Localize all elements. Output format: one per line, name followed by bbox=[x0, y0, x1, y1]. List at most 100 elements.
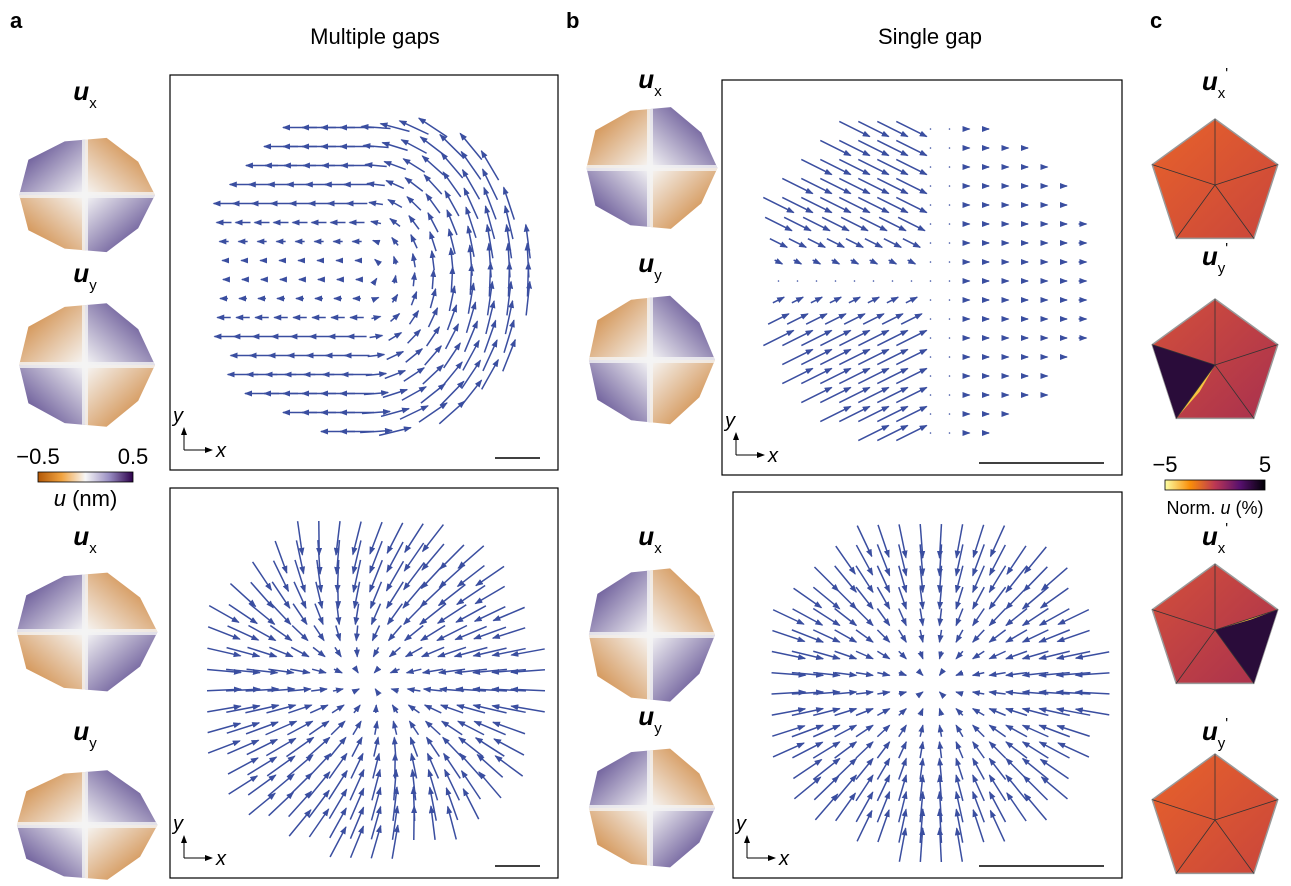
displacement-vector bbox=[390, 647, 401, 656]
displacement-vector bbox=[813, 260, 821, 264]
displacement-map bbox=[583, 104, 718, 232]
displacement-vector bbox=[825, 314, 846, 324]
displacement-vector bbox=[409, 705, 420, 713]
displacement-vector bbox=[390, 219, 400, 227]
map-label-prime: ' bbox=[1225, 240, 1228, 257]
displacement-vector bbox=[356, 669, 358, 673]
map-label-symbol: u bbox=[73, 521, 89, 551]
displacement-vector bbox=[877, 330, 907, 345]
displacement-vector bbox=[835, 609, 857, 626]
displacement-vector bbox=[291, 647, 309, 656]
vector-dot bbox=[949, 318, 951, 320]
displacement-vector bbox=[331, 721, 345, 735]
displacement-vector bbox=[350, 788, 363, 819]
displacement-vector bbox=[973, 709, 985, 716]
displacement-vector bbox=[404, 604, 424, 625]
displacement-vector bbox=[338, 582, 339, 608]
displacement-vector bbox=[411, 235, 417, 249]
displacement-vector bbox=[419, 403, 447, 422]
displacement-vector bbox=[410, 721, 419, 735]
map-cross bbox=[585, 357, 715, 363]
displacement-vector bbox=[482, 360, 499, 390]
displacement-vector bbox=[372, 316, 381, 318]
map-quadrant bbox=[585, 360, 650, 428]
displacement-vector bbox=[973, 525, 983, 557]
displacement-vector bbox=[920, 673, 923, 676]
panel-label: a bbox=[10, 8, 23, 33]
vector-dot bbox=[930, 147, 932, 149]
displacement-vector bbox=[820, 349, 850, 364]
displacement-vector bbox=[773, 297, 784, 303]
map-label: uy bbox=[73, 258, 97, 294]
displacement-vector bbox=[782, 330, 812, 345]
displacement-vector bbox=[1042, 777, 1068, 799]
displacement-vector bbox=[310, 705, 328, 713]
map-quadrant bbox=[15, 300, 85, 365]
displacement-vector bbox=[877, 406, 907, 421]
displacement-vector bbox=[811, 297, 822, 303]
displacement-vector bbox=[956, 725, 963, 737]
displacement-vector bbox=[877, 140, 907, 155]
displacement-vector bbox=[801, 178, 831, 193]
displacement-vector bbox=[392, 295, 397, 303]
displacement-vector bbox=[896, 330, 926, 345]
map-label-subscript: y bbox=[654, 267, 662, 284]
vector-dot bbox=[930, 185, 932, 187]
displacement-vector bbox=[394, 276, 395, 284]
displacement-vector bbox=[877, 630, 889, 642]
map-label-subscript: x bbox=[89, 95, 97, 112]
displacement-vector bbox=[870, 260, 878, 264]
displacement-vector bbox=[973, 609, 985, 626]
vector-dot bbox=[854, 280, 856, 282]
map-label-subscript: x bbox=[654, 83, 662, 100]
map-quadrant bbox=[85, 632, 158, 695]
displacement-vector bbox=[973, 587, 985, 609]
displacement-vector bbox=[877, 609, 889, 626]
vector-dot bbox=[816, 280, 818, 282]
displacement-vector bbox=[858, 330, 888, 345]
displacement-vector bbox=[973, 759, 985, 780]
displacement-vector bbox=[385, 371, 405, 379]
displacement-vector bbox=[865, 239, 882, 248]
displacement-vector bbox=[429, 308, 438, 327]
displacement-vector bbox=[877, 742, 889, 758]
plot-frame bbox=[722, 80, 1122, 475]
displacement-vector bbox=[309, 721, 329, 735]
map-quadrant bbox=[650, 746, 715, 809]
map-quadrant bbox=[15, 195, 85, 255]
displacement-vector bbox=[251, 582, 273, 607]
displacement-vector bbox=[392, 825, 398, 859]
map-label: uy bbox=[73, 716, 97, 752]
vector-dot bbox=[930, 261, 932, 263]
displacement-vector bbox=[940, 673, 942, 676]
colorbar-tick-label: 0.5 bbox=[118, 444, 149, 469]
displacement-vector bbox=[330, 737, 346, 756]
displacement-vector bbox=[419, 118, 447, 137]
displacement-vector bbox=[956, 609, 963, 626]
displacement-vector bbox=[408, 689, 421, 691]
displacement-vector bbox=[357, 647, 358, 656]
map-quadrant bbox=[85, 195, 155, 255]
displacement-vector bbox=[839, 368, 869, 383]
vector-dot bbox=[930, 318, 932, 320]
colorbar-label: u (nm) bbox=[54, 486, 118, 511]
displacement-vector bbox=[763, 330, 793, 345]
displacement-vector bbox=[956, 630, 963, 642]
axis-label: x bbox=[215, 848, 227, 870]
colorbar-label-unit: (nm) bbox=[72, 486, 117, 511]
displacement-vector bbox=[940, 725, 942, 737]
vector-dot bbox=[797, 280, 799, 282]
map-label-subscript: y bbox=[89, 277, 97, 294]
displacement-vector bbox=[1006, 742, 1027, 758]
displacement-vector bbox=[877, 387, 907, 402]
displacement-vector bbox=[801, 197, 831, 212]
map-label-symbol: u bbox=[1202, 716, 1218, 746]
vector-dot bbox=[949, 394, 951, 396]
map-quadrant bbox=[85, 365, 155, 430]
displacement-vector bbox=[400, 406, 428, 420]
displacement-vector bbox=[373, 297, 378, 299]
displacement-vector bbox=[495, 756, 522, 776]
displacement-vector bbox=[371, 788, 380, 821]
vector-dot bbox=[949, 128, 951, 130]
displacement-vector bbox=[772, 726, 804, 736]
